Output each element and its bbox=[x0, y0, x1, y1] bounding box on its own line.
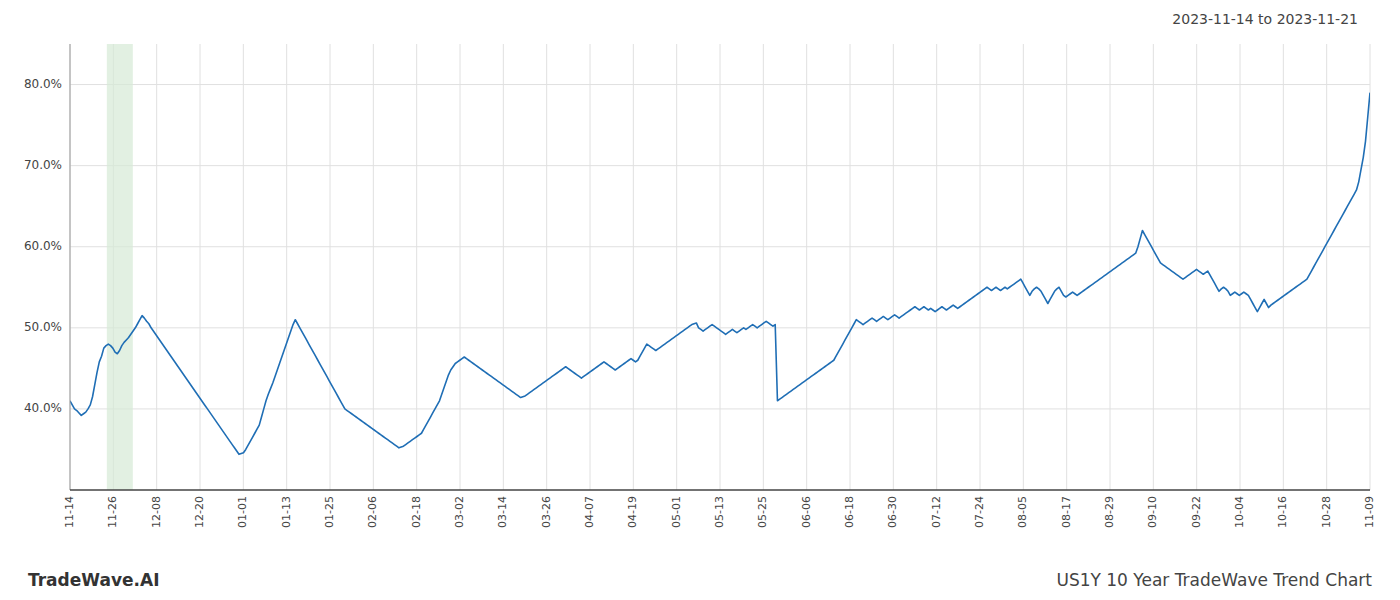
y-tick-label: 40.0% bbox=[24, 401, 62, 415]
x-grid-line bbox=[633, 44, 634, 490]
grid bbox=[70, 44, 1370, 490]
x-tick-label: 01-25 bbox=[323, 496, 336, 528]
x-grid-line bbox=[330, 44, 331, 490]
x-tick-label: 06-30 bbox=[886, 496, 899, 528]
x-tick-label: 06-18 bbox=[843, 496, 856, 528]
x-tick-label: 01-01 bbox=[236, 496, 249, 528]
x-tick-label: 06-06 bbox=[800, 496, 813, 528]
x-grid-line bbox=[676, 44, 677, 490]
x-grid-line bbox=[546, 44, 547, 490]
x-tick-label: 02-06 bbox=[366, 496, 379, 528]
x-tick-label: 03-26 bbox=[540, 496, 553, 528]
y-tick-label: 60.0% bbox=[24, 239, 62, 253]
x-grid-line bbox=[720, 44, 721, 490]
x-grid-line bbox=[806, 44, 807, 490]
x-tick-label: 07-24 bbox=[973, 496, 986, 528]
x-grid-line bbox=[1066, 44, 1067, 490]
x-grid-line bbox=[1326, 44, 1327, 490]
x-grid-line bbox=[286, 44, 287, 490]
line bbox=[70, 93, 1370, 455]
x-grid-line bbox=[1110, 44, 1111, 490]
x-grid-line bbox=[156, 44, 157, 490]
x-tick-label: 11-09 bbox=[1363, 496, 1376, 528]
x-tick-label: 03-02 bbox=[453, 496, 466, 528]
x-tick-label: 10-28 bbox=[1320, 496, 1333, 528]
x-grid-line bbox=[416, 44, 417, 490]
x-tick-label: 05-13 bbox=[713, 496, 726, 528]
x-tick-label: 02-18 bbox=[410, 496, 423, 528]
x-grid-line bbox=[1153, 44, 1154, 490]
footer-left: TradeWave.AI bbox=[28, 570, 159, 590]
plot-area bbox=[70, 44, 1370, 490]
x-tick-label: 05-25 bbox=[756, 496, 769, 528]
x-tick-label: 11-14 bbox=[63, 496, 76, 528]
x-tick-label: 08-05 bbox=[1016, 496, 1029, 528]
x-tick-label: 03-14 bbox=[496, 496, 509, 528]
x-tick-label: 04-19 bbox=[626, 496, 639, 528]
highlight-band bbox=[107, 44, 133, 490]
x-grid-line bbox=[200, 44, 201, 490]
x-tick-label: 08-17 bbox=[1060, 496, 1073, 528]
x-grid-line bbox=[590, 44, 591, 490]
x-grid-line bbox=[503, 44, 504, 490]
x-grid-line bbox=[373, 44, 374, 490]
x-grid-line bbox=[1370, 44, 1371, 490]
x-grid-line bbox=[1240, 44, 1241, 490]
y-tick-label: 70.0% bbox=[24, 158, 62, 172]
y-tick-label: 80.0% bbox=[24, 77, 62, 91]
x-grid-line bbox=[70, 44, 71, 490]
x-tick-label: 09-10 bbox=[1146, 496, 1159, 528]
x-tick-label: 01-13 bbox=[280, 496, 293, 528]
x-tick-label: 10-04 bbox=[1233, 496, 1246, 528]
x-tick-label: 07-12 bbox=[930, 496, 943, 528]
x-grid-line bbox=[763, 44, 764, 490]
x-tick-label: 04-07 bbox=[583, 496, 596, 528]
x-tick-label: 05-01 bbox=[670, 496, 683, 528]
x-grid-line bbox=[460, 44, 461, 490]
x-axis-line bbox=[70, 489, 1370, 491]
x-grid-line bbox=[1283, 44, 1284, 490]
x-grid-line bbox=[936, 44, 937, 490]
y-tick-label: 50.0% bbox=[24, 320, 62, 334]
x-grid-line bbox=[1023, 44, 1024, 490]
chart: 40.0% 50.0% 60.0% 70.0% 80.0% 11-14 11-26 12-08… bbox=[0, 0, 1400, 600]
x-tick-label: 12-20 bbox=[193, 496, 206, 528]
x-tick-label: 12-08 bbox=[150, 496, 163, 528]
x-grid-line bbox=[850, 44, 851, 490]
footer-right: US1Y 10 Year TradeWave Trend Chart bbox=[1056, 570, 1372, 590]
title: 2023-11-14 to 2023-11-21 bbox=[1172, 11, 1358, 27]
x-tick-label: 11-26 bbox=[106, 496, 119, 528]
x-grid-line bbox=[980, 44, 981, 490]
x-tick-label: 08-29 bbox=[1103, 496, 1116, 528]
x-grid-line bbox=[893, 44, 894, 490]
x-grid-line bbox=[1196, 44, 1197, 490]
x-grid-line bbox=[243, 44, 244, 490]
x-tick-label: 09-22 bbox=[1190, 496, 1203, 528]
y-axis-line bbox=[70, 44, 71, 490]
x-tick-label: 10-16 bbox=[1276, 496, 1289, 528]
